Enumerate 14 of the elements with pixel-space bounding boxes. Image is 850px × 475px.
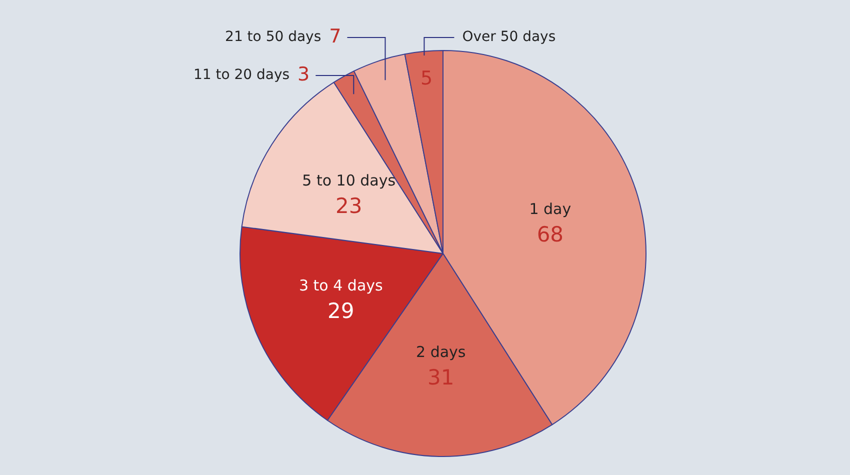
slice-label: 2 days — [416, 343, 466, 362]
slice-label: 3 to 4 days — [298, 276, 383, 295]
slice-label: 5 to 10 days — [302, 171, 396, 190]
data-label: 68 — [536, 222, 564, 247]
slice-label: 1 day — [529, 200, 572, 218]
data-label: 5 — [420, 68, 433, 90]
slice-label: Over 50 days — [462, 29, 556, 46]
data-label: 29 — [328, 299, 354, 324]
data-label: 23 — [336, 194, 362, 218]
slice-label: 11 to 20 days — [193, 67, 290, 84]
slice-label: 21 to 50 days — [225, 29, 322, 46]
data-label: 7 — [329, 25, 342, 48]
data-label: 3 — [298, 63, 310, 86]
data-label: 31 — [428, 366, 454, 390]
